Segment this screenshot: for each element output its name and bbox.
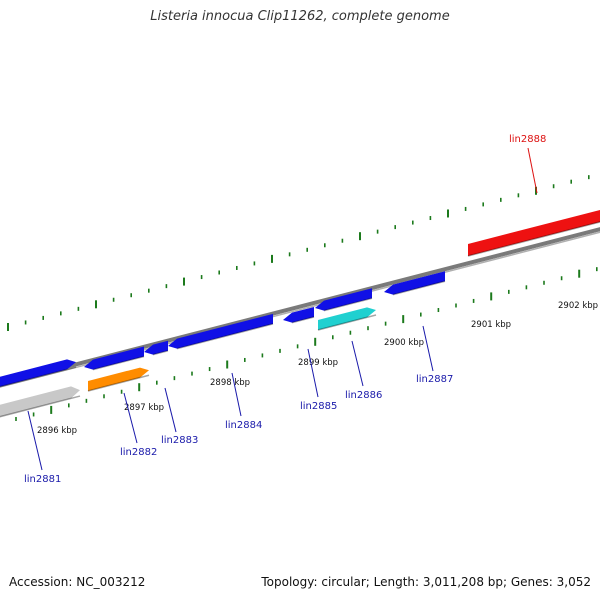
feature-lin2886-shade — [317, 314, 377, 331]
gene-label-lin2886[interactable]: lin2886 — [345, 390, 382, 401]
kbp-label: 2897 kbp — [124, 403, 164, 413]
kbp-label: 2902 kbp — [558, 301, 598, 311]
kbp-label: 2899 kbp — [298, 358, 338, 368]
map-title: Listeria innocua Clip11262, complete gen… — [150, 9, 450, 24]
leader-lin2882 — [123, 392, 138, 444]
feature-pseudo-shade — [0, 395, 81, 418]
lower-tick-track — [15, 267, 598, 421]
leader-lin2885 — [307, 348, 319, 398]
gene-label-lin2888[interactable]: lin2888 — [509, 134, 546, 145]
kbp-label: 2900 kbp — [384, 338, 424, 348]
leader-lin2881 — [27, 410, 43, 471]
feature-lin2881[interactable] — [0, 359, 76, 388]
feature-track[interactable] — [0, 209, 600, 418]
gene-label-lin2887[interactable]: lin2887 — [416, 374, 453, 385]
feature-lin2888-shade — [467, 221, 600, 257]
leader-lin2883 — [164, 387, 177, 433]
feature-lin2885[interactable] — [283, 307, 314, 323]
kbp-label: 2901 kbp — [471, 320, 511, 330]
feature-lin2881-shade — [0, 366, 77, 388]
topology-summary: Topology: circular; Length: 3,011,208 bp… — [261, 575, 591, 589]
feature-pseudo[interactable] — [0, 386, 80, 418]
gene-label-lin2882[interactable]: lin2882 — [120, 447, 157, 458]
gene-label-lin2885[interactable]: lin2885 — [300, 401, 337, 412]
feature-lin2885-b-shade — [323, 297, 373, 312]
feature-lin2885-shade — [291, 316, 315, 324]
gene-label-lin2884[interactable]: lin2884 — [225, 420, 262, 431]
leader-lin2886 — [351, 340, 364, 387]
feature-lin2883[interactable] — [144, 340, 168, 355]
feature-lin2883-shade — [152, 350, 169, 356]
gene-label-lin2883[interactable]: lin2883 — [161, 435, 198, 446]
feature-lin2887-shade — [392, 280, 446, 296]
feature-lin2885-b[interactable] — [315, 288, 372, 311]
feature-lin2882[interactable] — [88, 367, 149, 391]
feature-lin2882-shade — [87, 374, 150, 392]
feature-lin2884[interactable] — [168, 313, 273, 349]
feature-lin2883-a[interactable] — [84, 346, 144, 370]
gene-label-lin2881[interactable]: lin2881 — [24, 474, 61, 485]
label-track: 2896 kbp 2897 kbp 2898 kbp 2899 kbp 2900 kbp… — [24, 134, 598, 485]
leader-lin2884 — [231, 372, 242, 417]
feature-lin2884-shade — [176, 323, 274, 350]
kbp-label: 2896 kbp — [37, 426, 77, 436]
feature-lin2887[interactable] — [384, 271, 445, 295]
leader-lin2887 — [422, 325, 434, 372]
feature-lin2888[interactable] — [468, 209, 600, 256]
upper-tick-track — [7, 175, 590, 331]
accession-text: Accession: NC_003212 — [9, 575, 146, 589]
feature-lin2883-a-shade — [92, 355, 145, 371]
kbp-label: 2898 kbp — [210, 378, 250, 388]
feature-lin2886[interactable] — [318, 307, 376, 330]
leader-lin2888 — [527, 147, 538, 194]
